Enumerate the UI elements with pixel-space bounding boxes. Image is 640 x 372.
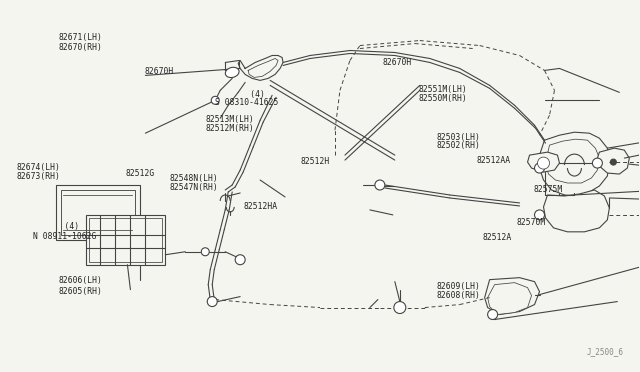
Text: 82575M: 82575M [534, 185, 563, 194]
Text: 82512HA: 82512HA [243, 202, 278, 211]
Text: (4): (4) [45, 222, 79, 231]
Text: 82674(LH): 82674(LH) [17, 163, 61, 172]
Text: 82502(RH): 82502(RH) [437, 141, 481, 150]
Text: 82550M(RH): 82550M(RH) [419, 94, 468, 103]
Polygon shape [545, 139, 600, 183]
Polygon shape [61, 190, 136, 235]
Polygon shape [488, 283, 532, 314]
Circle shape [538, 157, 550, 169]
Circle shape [211, 96, 220, 104]
Circle shape [201, 248, 209, 256]
Circle shape [375, 180, 385, 190]
Polygon shape [597, 148, 629, 174]
Text: 82570M: 82570M [516, 218, 546, 227]
Text: (4): (4) [221, 90, 265, 99]
Circle shape [207, 296, 217, 307]
Text: 82609(LH): 82609(LH) [437, 282, 481, 291]
Text: N 08911-1062G: N 08911-1062G [33, 231, 96, 241]
Text: 82503(LH): 82503(LH) [437, 132, 481, 142]
Text: 82512AA: 82512AA [476, 156, 511, 165]
Polygon shape [527, 152, 559, 172]
Text: 82547N(RH): 82547N(RH) [170, 183, 219, 192]
Text: 82551M(LH): 82551M(LH) [419, 85, 468, 94]
Text: 82670(RH): 82670(RH) [58, 42, 102, 51]
Text: J_2500_6: J_2500_6 [586, 347, 623, 356]
Circle shape [611, 159, 616, 165]
Polygon shape [88, 218, 163, 262]
Text: 82673(RH): 82673(RH) [17, 172, 61, 181]
Text: 82670H: 82670H [383, 58, 412, 67]
Polygon shape [484, 278, 540, 314]
Text: 82605(RH): 82605(RH) [58, 287, 102, 296]
Text: 82608(RH): 82608(RH) [437, 291, 481, 300]
Circle shape [235, 255, 245, 265]
Polygon shape [56, 185, 140, 240]
Circle shape [488, 310, 498, 320]
Text: S 08310-41625: S 08310-41625 [214, 98, 278, 107]
Text: 82513M(LH): 82513M(LH) [205, 115, 254, 124]
Circle shape [534, 163, 545, 173]
Polygon shape [86, 215, 165, 265]
Text: 82670H: 82670H [145, 67, 173, 76]
Text: 82606(LH): 82606(LH) [58, 276, 102, 285]
Text: 82671(LH): 82671(LH) [58, 33, 102, 42]
Ellipse shape [225, 67, 239, 78]
Circle shape [534, 210, 545, 220]
Text: 82512M(RH): 82512M(RH) [205, 124, 254, 133]
Text: 82512A: 82512A [483, 232, 512, 242]
Circle shape [394, 302, 406, 314]
Polygon shape [543, 190, 609, 232]
Polygon shape [540, 132, 609, 196]
Circle shape [593, 158, 602, 168]
Text: 82512H: 82512H [301, 157, 330, 166]
Text: 82548N(LH): 82548N(LH) [170, 174, 219, 183]
Text: 82512G: 82512G [125, 169, 154, 177]
